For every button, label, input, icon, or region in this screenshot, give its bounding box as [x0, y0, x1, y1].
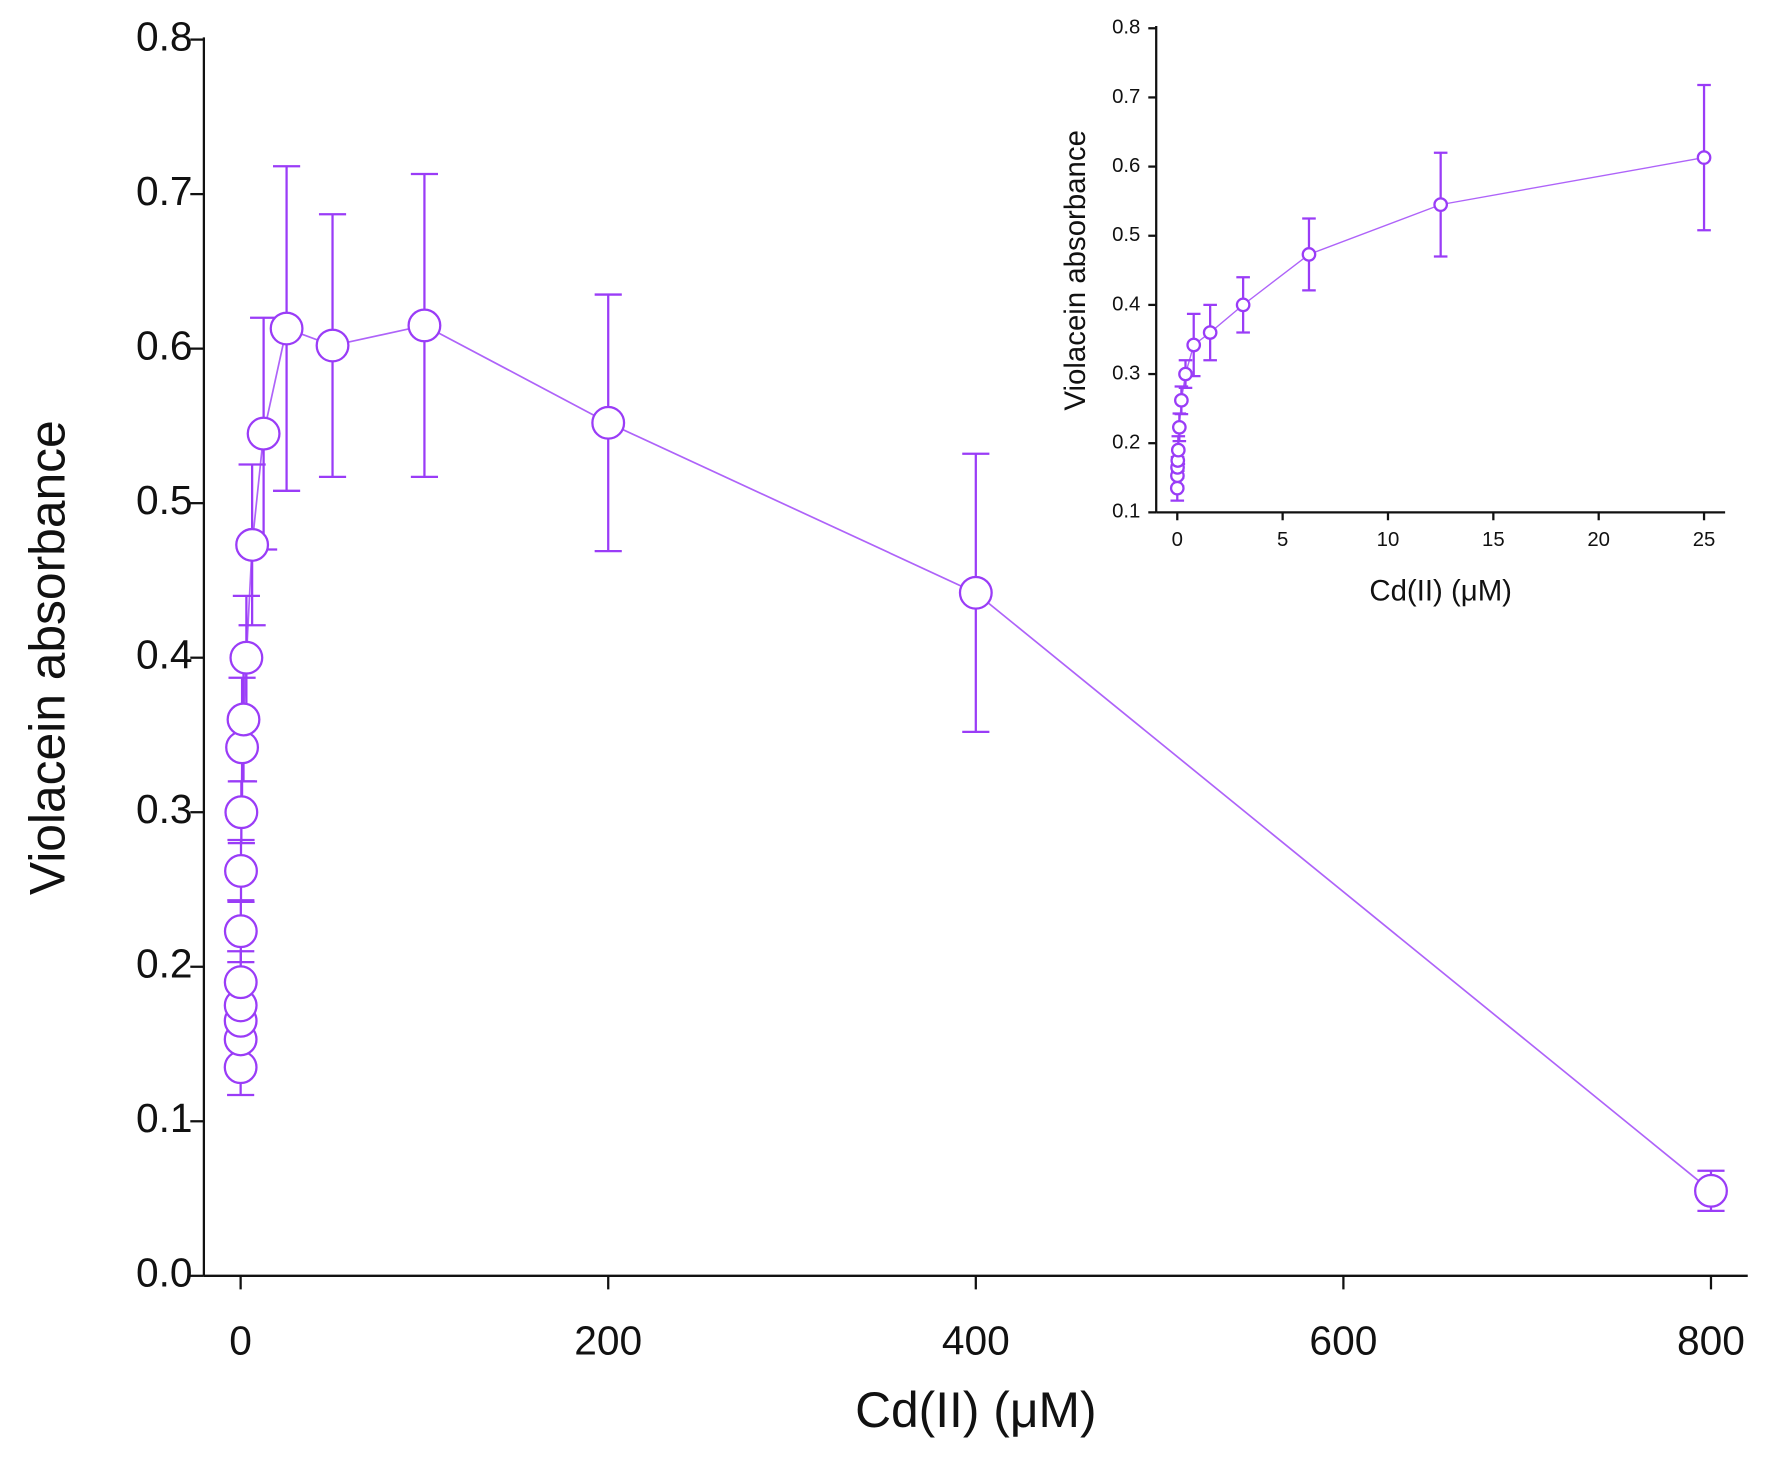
- data-point: [1170, 442, 1186, 458]
- y-tick-label: 0.2: [136, 941, 193, 987]
- y-tick-label: 0.7: [1112, 86, 1140, 108]
- x-tick-label: 0: [229, 1317, 252, 1363]
- data-point: [229, 640, 264, 675]
- data-point: [315, 328, 350, 363]
- data-point: [1696, 150, 1712, 165]
- data-point: [1433, 197, 1449, 212]
- x-tick-label: 5: [1277, 529, 1288, 551]
- y-tick-label: 0.6: [1112, 155, 1140, 177]
- data-point: [1171, 419, 1187, 435]
- x-tick-label: 15: [1482, 529, 1505, 551]
- data-point: [1178, 366, 1193, 382]
- x-tick-label: 800: [1677, 1317, 1745, 1363]
- y-tick-label: 0.4: [1112, 293, 1140, 315]
- data-point: [407, 308, 442, 343]
- data-point: [224, 795, 259, 830]
- x-tick-label: 600: [1309, 1317, 1377, 1363]
- x-tick-label: 20: [1587, 529, 1610, 551]
- data-point: [1235, 297, 1251, 313]
- y-tick-label: 0.8: [1112, 17, 1140, 39]
- plot: 0.00.10.20.30.40.50.60.70.80 200 400 600 800…: [19, 13, 1748, 1438]
- data-point: [223, 914, 258, 949]
- y-tick-label: 0.3: [1112, 362, 1140, 384]
- x-tick-label: 0: [1172, 529, 1183, 551]
- data-point: [223, 965, 258, 1000]
- data-point: [958, 575, 993, 610]
- plot: 0.1 0.2 0.3 0.4 0.5 0.6 0.7 0.8 0 5 10 15 20 25 Cd(II)…: [1059, 17, 1726, 607]
- y-tick-label: 0.2: [1112, 432, 1140, 454]
- x-tick-label: 200: [574, 1317, 642, 1363]
- y-axis-title: Violacein absorbance: [19, 420, 75, 895]
- y-tick-label: 0.1: [136, 1095, 193, 1141]
- data-point: [1174, 392, 1189, 408]
- y-tick-label: 0.6: [136, 322, 193, 368]
- y-tick-label: 0.4: [136, 631, 193, 677]
- y-axis-title: Violacein absorbance: [1059, 130, 1092, 411]
- data-point: [235, 527, 270, 562]
- data-point: [224, 853, 258, 888]
- data-point: [1186, 337, 1202, 353]
- y-tick-label: 0.3: [136, 786, 193, 832]
- y-tick-label: 0.0: [136, 1250, 193, 1296]
- data-point: [269, 311, 304, 346]
- data-point: [246, 416, 281, 451]
- data-point: [1301, 247, 1317, 262]
- data-point: [1169, 480, 1185, 496]
- x-tick-label: 400: [942, 1317, 1010, 1363]
- y-tick-label: 0.5: [136, 477, 193, 523]
- x-tick-label: 25: [1693, 529, 1716, 551]
- x-axis-title: Cd(II) (μM): [1369, 574, 1512, 607]
- y-tick-label: 0.5: [1112, 224, 1140, 246]
- y-tick-label: 0.1: [1112, 501, 1140, 523]
- data-point: [226, 702, 261, 737]
- data-point: [591, 405, 626, 440]
- x-tick-label: 10: [1377, 529, 1400, 551]
- data-point: [1694, 1173, 1728, 1208]
- y-tick-label: 0.7: [136, 168, 193, 214]
- data-point: [1202, 325, 1218, 340]
- y-tick-label: 0.8: [136, 13, 193, 59]
- x-axis-title: Cd(II) (μM): [855, 1382, 1096, 1438]
